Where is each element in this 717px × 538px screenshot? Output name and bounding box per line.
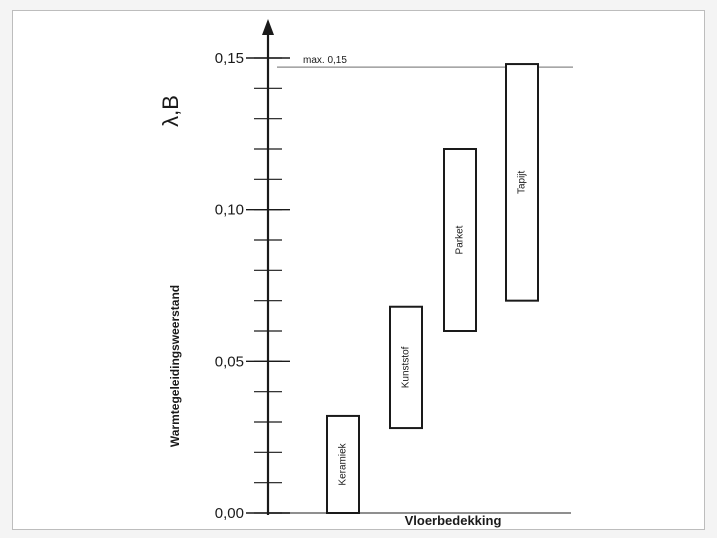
chart-frame: max. 0,15 0,00 0,05 0,10 0,15 λ,B Warmtegeleid… — [12, 10, 705, 530]
bar-label: Kunststof — [401, 346, 412, 388]
bar-parket — [443, 148, 477, 332]
range-bar-chart: max. 0,15 0,00 0,05 0,10 0,15 λ,B Warmtegeleid… — [158, 19, 573, 528]
bar-label: Tapijt — [517, 170, 528, 194]
bar-kunststof — [389, 305, 423, 430]
max-reference-label: max. 0,15 — [303, 55, 347, 66]
bar-keramiek — [326, 414, 360, 514]
y-tick-label: 0,15 — [215, 50, 244, 67]
y-tick-label: 0,10 — [215, 202, 244, 219]
y-axis-label: Warmtegeleidingsweerstand — [168, 285, 182, 447]
bar-label: Parket — [455, 225, 466, 254]
bar-label: Keramiek — [338, 442, 349, 485]
y-axis-arrow — [262, 19, 274, 35]
x-axis-label: Vloerbedekking — [405, 513, 502, 528]
bar-tapijt — [505, 63, 539, 302]
y-axis-symbol: λ,B — [158, 95, 183, 127]
y-tick-label: 0,00 — [215, 505, 244, 522]
y-tick-label: 0,05 — [215, 353, 244, 370]
